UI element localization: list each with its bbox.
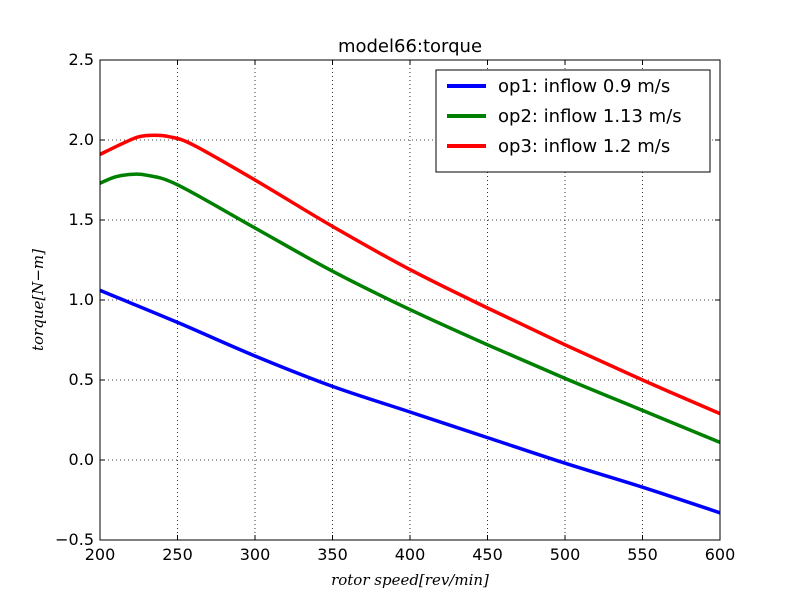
- axis-ticks: 200 250 300 350 400 450 500 550 600 −0.5 0.0 0.5 1.0…: [55, 50, 735, 564]
- x-tick-label: 500: [550, 545, 581, 564]
- x-tick-label: 600: [705, 545, 736, 564]
- x-tick-label: 200: [85, 545, 116, 564]
- x-tick-label: 450: [472, 545, 503, 564]
- chart-title: model66:torque: [338, 36, 482, 57]
- y-tick-label: 2.0: [69, 130, 94, 149]
- y-axis-label: torque[N−m]: [29, 249, 47, 351]
- series-line-op1: [99, 288, 721, 515]
- legend-label-op1: op1: inflow 0.9 m/s: [498, 76, 670, 97]
- legend-label-op3: op3: inflow 1.2 m/s: [498, 136, 670, 157]
- x-tick-label: 300: [240, 545, 271, 564]
- legend-label-op2: op2: inflow 1.13 m/s: [498, 106, 682, 127]
- y-tick-label: 1.5: [69, 210, 94, 229]
- y-tick-label: 1.0: [69, 290, 94, 309]
- series-line-op3: [99, 133, 721, 416]
- series-lines: [99, 133, 721, 515]
- y-tick-label: −0.5: [55, 530, 94, 549]
- x-tick-label: 250: [162, 545, 193, 564]
- x-tick-label: 350: [317, 545, 348, 564]
- x-axis-label: rotor speed[rev/min]: [331, 571, 489, 589]
- series-line-op2: [99, 172, 721, 445]
- x-tick-label: 400: [395, 545, 426, 564]
- y-tick-label: 2.5: [69, 50, 94, 69]
- y-tick-label: 0.5: [69, 370, 94, 389]
- legend: op1: inflow 0.9 m/s op2: inflow 1.13 m/s o…: [435, 69, 711, 173]
- x-tick-label: 550: [627, 545, 658, 564]
- y-tick-label: 0.0: [69, 450, 94, 469]
